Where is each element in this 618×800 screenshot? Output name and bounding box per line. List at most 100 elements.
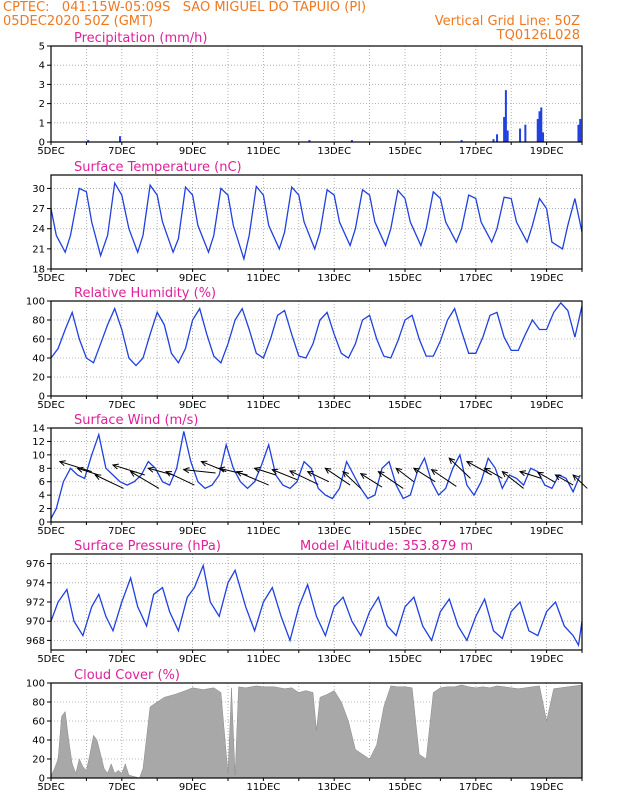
x-tick-label: 7DEC xyxy=(108,654,135,665)
x-tick-label: 15DEC xyxy=(388,273,422,284)
panel-frame xyxy=(50,174,583,270)
wind-arrow-shaft xyxy=(59,461,92,473)
x-tick-label: 15DEC xyxy=(388,146,422,157)
header-left-line1: CPTEC: 041:15W-05:09S SAO MIGUEL DO TAPU… xyxy=(3,0,367,15)
wind-arrow-shaft xyxy=(201,461,227,473)
wind-arrow-shaft xyxy=(130,471,160,489)
rh-series-line xyxy=(50,301,583,367)
x-tick-label: 9DEC xyxy=(179,782,206,793)
x-tick-label: 11DEC xyxy=(247,273,281,284)
wind-arrow-head xyxy=(395,467,403,474)
x-tick-label: 5DEC xyxy=(37,273,64,284)
x-tick-label: 19DEC xyxy=(530,654,564,665)
wind-arrow-head xyxy=(253,466,261,473)
wind-arrow-shaft xyxy=(502,471,524,489)
precip-bar xyxy=(519,128,522,142)
x-tick-label: 19DEC xyxy=(530,146,564,157)
wind-arrow-shaft xyxy=(360,473,383,488)
y-tick-label: 20 xyxy=(32,373,45,384)
wind-arrow-head xyxy=(218,466,226,473)
precip-bar xyxy=(504,90,507,142)
panel-wind: 0 2 4 6 8 10 12 14 5DEC 7DEC 9DEC 11DEC 13DEC 15DEC 17… xyxy=(32,413,588,537)
y-tick-label: 40 xyxy=(32,736,45,747)
wind-arrow-shaft xyxy=(484,467,503,479)
x-tick-label: 19DEC xyxy=(530,526,564,537)
y-tick-label: 27 xyxy=(32,204,45,215)
panel-pres: 968 970 972 974 976 5DEC 7DEC 9DEC 11DEC 13DEC 15D… xyxy=(26,539,583,665)
y-tick-label: 100 xyxy=(26,297,45,308)
precip-bar xyxy=(506,130,509,142)
x-tick-label: 13DEC xyxy=(317,654,351,665)
panel-precip: 0 1 2 3 4 5 5DEC 7DEC 9DEC 11DEC 13DEC 15DEC 17DEC 19… xyxy=(37,31,583,157)
precip-bar xyxy=(119,136,122,142)
wind-arrow-shaft xyxy=(395,467,415,483)
precip-bar xyxy=(496,134,499,142)
y-tick-label: 12 xyxy=(32,437,45,448)
wind-series-line xyxy=(50,431,581,519)
x-tick-label: 13DEC xyxy=(317,273,351,284)
wind-arrow-head xyxy=(465,461,473,467)
wind-arrow-shaft xyxy=(431,469,457,487)
y-tick-label: 4 xyxy=(39,61,45,72)
header-right-line2: Vertical Grid Line: 50Z xyxy=(434,14,580,29)
x-tick-label: 15DEC xyxy=(388,654,422,665)
wind-arrow-head xyxy=(76,466,84,473)
y-tick-label: 21 xyxy=(32,244,45,255)
y-tick-label: 20 xyxy=(32,755,45,766)
x-tick-label: 9DEC xyxy=(179,273,206,284)
panel-title: Precipitation (mm/h) xyxy=(74,31,207,46)
wind-arrow-shaft xyxy=(148,467,174,476)
x-tick-label: 5DEC xyxy=(37,146,64,157)
wind-arrow-head xyxy=(288,470,296,476)
x-tick-label: 13DEC xyxy=(317,526,351,537)
wind-arrow-head xyxy=(58,460,66,467)
wind-arrow-shaft xyxy=(183,469,216,474)
x-tick-label: 5DEC xyxy=(37,782,64,793)
y-tick-label: 5 xyxy=(39,42,45,53)
precip-bar xyxy=(540,107,543,142)
y-tick-label: 0 xyxy=(39,138,45,149)
y-tick-label: 10 xyxy=(32,450,45,461)
y-tick-label: 0 xyxy=(39,518,45,529)
panel-rh: 0 20 40 60 80 100 5DEC 7DEC 9DEC 11DEC 13DEC 15DEC 1… xyxy=(26,286,583,411)
panel-title: Relative Humidity (%) xyxy=(74,286,216,301)
wind-arrow-head xyxy=(324,467,332,474)
y-tick-label: 6 xyxy=(39,477,45,488)
wind-arrow-shaft xyxy=(378,471,404,489)
model-altitude-label: Model Altitude: 353.879 m xyxy=(300,539,473,554)
x-tick-label: 7DEC xyxy=(108,273,135,284)
wind-arrow-shaft xyxy=(289,470,319,485)
y-tick-label: 24 xyxy=(32,224,45,235)
y-tick-label: 8 xyxy=(39,464,45,475)
wind-arrow-head xyxy=(448,457,456,465)
wind-arrow-head xyxy=(306,471,314,477)
wind-arrow-shaft xyxy=(572,474,588,489)
precip-bar xyxy=(524,124,527,142)
x-tick-label: 7DEC xyxy=(108,526,135,537)
cloud-cover-area xyxy=(50,684,583,779)
wind-arrow-shaft xyxy=(519,471,542,479)
panel-cloud: 0 20 40 60 80 100 5DEC 7DEC 9DEC 11DEC 13DEC 15DEC 1… xyxy=(26,668,583,793)
x-tick-label: 19DEC xyxy=(530,400,564,411)
panel-title: Cloud Cover (%) xyxy=(74,668,180,683)
y-tick-label: 2 xyxy=(39,504,45,515)
x-tick-label: 13DEC xyxy=(317,146,351,157)
wind-arrow-head xyxy=(342,470,349,478)
x-tick-label: 17DEC xyxy=(459,146,493,157)
x-tick-label: 15DEC xyxy=(388,526,422,537)
wind-arrow-head xyxy=(412,467,420,474)
y-tick-label: 40 xyxy=(32,354,45,365)
x-tick-label: 5DEC xyxy=(37,654,64,665)
wind-arrow-shaft xyxy=(325,467,351,486)
x-tick-label: 17DEC xyxy=(459,526,493,537)
x-tick-label: 17DEC xyxy=(459,400,493,411)
y-tick-label: 4 xyxy=(39,491,45,502)
wind-arrow-head xyxy=(165,471,173,477)
x-tick-label: 17DEC xyxy=(459,782,493,793)
panel-temp: 18 21 24 27 30 5DEC 7DEC 9DEC 11DEC 13DEC 15DEC 17D… xyxy=(32,160,583,284)
wind-arrow-shaft xyxy=(236,471,269,486)
precip-bar xyxy=(87,140,90,142)
y-tick-label: 968 xyxy=(26,636,45,647)
x-tick-label: 11DEC xyxy=(247,526,281,537)
